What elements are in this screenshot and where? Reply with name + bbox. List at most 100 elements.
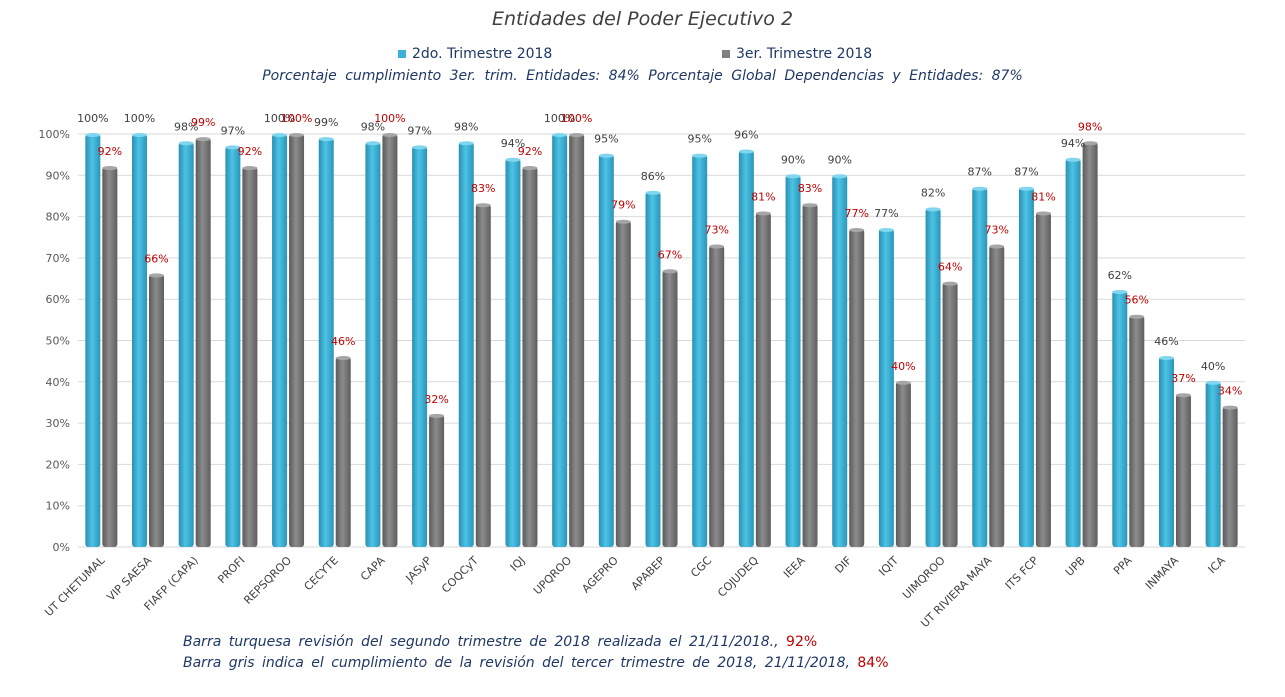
bar-3er-cap: [942, 281, 958, 286]
footnote-gray-text: Barra gris indica el cumplimiento de la …: [183, 655, 850, 671]
bar-2do-cap: [785, 174, 801, 179]
bar-2do-cap: [598, 153, 614, 158]
bar-3er-trimestre: [895, 381, 911, 547]
bar-3er-cap: [102, 166, 118, 171]
y-tick-label: 80%: [46, 211, 70, 224]
data-label-2do: 40%: [1201, 360, 1225, 373]
bar-2do-trimestre: [972, 187, 988, 547]
bar-2do-cap: [925, 207, 941, 212]
data-label-3er: 66%: [144, 252, 168, 265]
x-category-label: UIMQROO: [900, 554, 948, 602]
bar-2do-trimestre: [272, 134, 288, 547]
bar-2do-cap: [878, 227, 894, 232]
bar-2do-cap: [225, 145, 241, 150]
bar-3er-trimestre: [1082, 142, 1098, 547]
x-category-label: APABEP: [629, 554, 668, 593]
bar-2do-trimestre: [785, 175, 801, 548]
data-label-3er: 77%: [844, 207, 868, 220]
bar-2do-trimestre: [738, 150, 754, 547]
x-category-label: UT CHETUMAL: [42, 553, 108, 619]
y-tick-label: 20%: [46, 458, 70, 471]
bar-2do-cap: [738, 149, 754, 154]
bar-2do-cap: [972, 186, 988, 191]
bar-2do-cap: [365, 141, 381, 146]
data-label-3er: 64%: [938, 261, 962, 274]
bar-2do-trimestre: [178, 142, 194, 547]
bar-2do-trimestre: [832, 175, 848, 548]
bar-2do-cap: [505, 157, 521, 162]
data-label-2do: 100%: [264, 112, 295, 125]
data-label-2do: 98%: [174, 120, 198, 133]
bar-2do-cap: [318, 137, 334, 142]
data-label-2do: 94%: [1061, 137, 1085, 150]
x-category-label: INMAYA: [1143, 554, 1182, 593]
bar-3er-cap: [802, 203, 818, 208]
data-label-3er: 100%: [281, 112, 312, 125]
legend-label-2do: 2do. Trimestre 2018: [412, 46, 553, 62]
x-category-label: COQCyT: [439, 554, 481, 596]
bar-3er-trimestre: [1129, 315, 1145, 547]
legend-item-3er-trimestre: 3er. Trimestre 2018: [722, 46, 872, 62]
y-tick-label: 70%: [46, 252, 70, 265]
bar-3er-cap: [289, 133, 305, 137]
x-category-label: CECYTE: [302, 554, 341, 593]
legend-swatch-turquoise: [398, 50, 406, 58]
bar-2do-trimestre: [458, 142, 474, 547]
bar-2do-cap: [1205, 380, 1221, 385]
data-label-2do: 87%: [968, 166, 992, 179]
bar-2do-trimestre: [1158, 357, 1174, 547]
data-label-3er: 83%: [471, 182, 495, 195]
bar-3er-cap: [662, 269, 678, 274]
data-label-2do: 62%: [1108, 269, 1132, 282]
bar-3er-cap: [989, 244, 1005, 249]
bar-2do-trimestre: [365, 142, 381, 547]
data-label-3er: 32%: [424, 393, 448, 406]
data-label-2do: 100%: [124, 112, 155, 125]
bar-2do-cap: [1018, 186, 1034, 191]
data-label-3er: 40%: [891, 360, 915, 373]
bar-2do-trimestre: [412, 146, 428, 547]
y-tick-label: 30%: [46, 417, 70, 430]
y-tick-label: 10%: [46, 500, 70, 513]
bar-2do-trimestre: [85, 134, 101, 547]
data-label-3er: 81%: [1031, 190, 1055, 203]
x-category-label: VIP SAESA: [104, 554, 154, 604]
data-label-3er: 73%: [985, 224, 1009, 237]
bar-3er-cap: [1175, 393, 1191, 398]
footnote-turquoise: Barra turquesa revisión del segundo trim…: [183, 634, 817, 650]
data-label-2do: 90%: [827, 153, 851, 166]
data-label-3er: 67%: [658, 248, 682, 261]
legend-label-3er: 3er. Trimestre 2018: [736, 46, 873, 62]
bar-3er-cap: [895, 380, 911, 385]
bar-3er-cap: [569, 133, 585, 137]
chart-title: Entidades del Poder Ejecutivo 2: [491, 8, 794, 30]
bar-3er-trimestre: [289, 134, 305, 547]
data-label-3er: 92%: [518, 145, 542, 158]
bar-3er-cap: [1222, 405, 1238, 410]
bar-2do-trimestre: [645, 191, 661, 547]
y-tick-label: 100%: [39, 128, 70, 141]
bar-2do-trimestre: [225, 146, 241, 547]
x-category-label: UPQROO: [531, 554, 575, 598]
bar-3er-trimestre: [195, 138, 211, 547]
x-category-label: REPSQROO: [241, 554, 294, 607]
data-label-2do: 86%: [641, 170, 665, 183]
bar-2do-trimestre: [692, 154, 708, 547]
bar-3er-cap: [755, 211, 771, 216]
data-label-3er: 92%: [98, 145, 122, 158]
bar-2do-trimestre: [878, 228, 894, 548]
bar-3er-trimestre: [102, 167, 118, 548]
bar-2do-cap: [178, 141, 194, 146]
y-tick-label: 40%: [46, 376, 70, 389]
data-label-2do: 90%: [781, 153, 805, 166]
x-category-label: PPA: [1111, 554, 1135, 578]
bar-3er-trimestre: [709, 245, 725, 547]
x-category-label: PROFI: [215, 554, 247, 586]
footnote-turquoise-value: 92%: [786, 634, 818, 650]
bar-3er-cap: [382, 133, 398, 137]
data-label-2do: 100%: [77, 112, 108, 125]
data-label-2do: 98%: [361, 120, 385, 133]
x-category-label: IQIT: [876, 554, 901, 579]
bar-2do-cap: [1065, 157, 1081, 162]
x-category-label: IQJ: [508, 554, 528, 574]
